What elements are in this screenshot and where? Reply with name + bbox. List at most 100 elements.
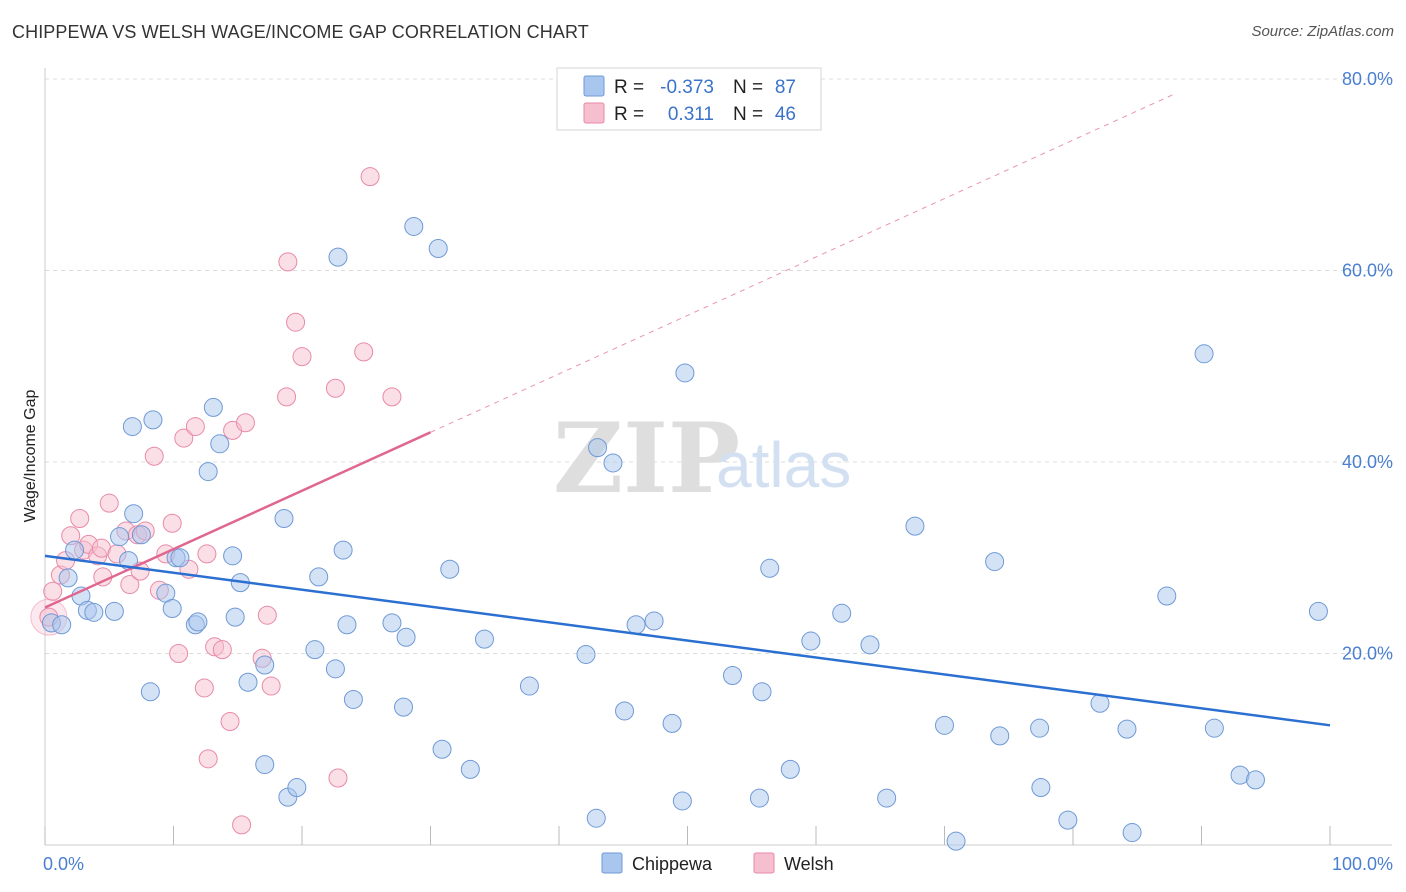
- welsh-point: [212, 640, 232, 660]
- chippewa-trendline: [44, 554, 1331, 727]
- chippewa-point: [588, 438, 608, 458]
- chippewa-point: [188, 612, 208, 632]
- welsh-point: [328, 768, 348, 788]
- legend-r-value-chippewa: -0.373: [660, 77, 714, 98]
- chippewa-point: [58, 568, 78, 588]
- chippewa-point: [946, 831, 966, 851]
- welsh-point: [382, 387, 402, 407]
- chippewa-point: [162, 598, 182, 618]
- chippewa-point: [603, 453, 623, 473]
- chippewa-point: [124, 504, 144, 524]
- chippewa-point: [223, 546, 243, 566]
- chippewa-point: [404, 216, 424, 236]
- chippewa-point: [1157, 586, 1177, 606]
- welsh-point: [261, 676, 281, 696]
- welsh-point: [292, 347, 312, 367]
- chippewa-point: [935, 715, 954, 735]
- chippewa-point: [752, 682, 772, 702]
- chippewa-point: [84, 602, 104, 622]
- chippewa-point: [309, 567, 329, 587]
- top-legend: R = -0.373 N = 87 R = 0.311 N = 46: [556, 67, 822, 131]
- welsh-point: [325, 378, 345, 398]
- welsh-point: [354, 342, 374, 362]
- chippewa-point: [749, 788, 769, 808]
- legend-r-label-chippewa: R =: [614, 77, 644, 98]
- chippewa-point: [1122, 823, 1142, 843]
- chippewa-point: [110, 527, 130, 547]
- chippewa-point: [1194, 344, 1214, 364]
- bottom-legend-swatch-chippewa: [601, 852, 623, 874]
- chippewa-point: [396, 627, 416, 647]
- chippewa-point: [615, 701, 635, 721]
- welsh-point: [232, 815, 252, 835]
- chippewa-point: [985, 552, 1005, 572]
- chippewa-point: [305, 640, 325, 660]
- chippewa-point: [343, 689, 363, 709]
- chippewa-point: [104, 601, 124, 621]
- chippewa-point: [760, 558, 780, 578]
- chippewa-point: [1030, 718, 1050, 738]
- y-tick-label: 80.0%: [1342, 69, 1393, 89]
- chippewa-point: [877, 788, 897, 808]
- chippewa-point: [860, 635, 880, 655]
- welsh-point: [144, 446, 164, 466]
- welsh-point: [278, 252, 298, 272]
- welsh-point: [198, 749, 218, 769]
- chippewa-point: [440, 559, 460, 579]
- chippewa-point: [474, 629, 494, 649]
- welsh-point: [43, 581, 63, 601]
- welsh-point: [197, 544, 217, 564]
- chippewa-point: [131, 525, 151, 545]
- welsh-trendline: [44, 431, 432, 609]
- chippewa-point: [1245, 770, 1265, 790]
- legend-swatch-chippewa: [583, 75, 605, 97]
- welsh-point: [286, 312, 306, 332]
- chippewa-point: [780, 759, 800, 779]
- chippewa-point: [238, 672, 258, 692]
- chippewa-point: [1031, 778, 1051, 798]
- chippewa-point: [905, 516, 925, 536]
- welsh-trend-extension: [430, 92, 1177, 433]
- chippewa-point: [576, 644, 596, 664]
- legend-n-label-chippewa: N =: [733, 77, 763, 98]
- x-tick-label-end: 100.0%: [1332, 854, 1393, 874]
- legend-r-label-welsh: R =: [614, 104, 644, 125]
- chippewa-point: [1204, 718, 1224, 738]
- legend-n-value-chippewa: 87: [775, 77, 796, 98]
- source-label: Source: ZipAtlas.com: [1251, 23, 1394, 40]
- chippewa-point: [586, 808, 606, 828]
- chippewa-point: [1058, 810, 1078, 830]
- chippewa-point: [255, 755, 275, 775]
- chart-title: CHIPPEWA VS WELSH WAGE/INCOME GAP CORREL…: [12, 22, 589, 42]
- chippewa-point: [460, 759, 480, 779]
- chippewa-point: [675, 363, 695, 383]
- welsh-point: [277, 387, 297, 407]
- chippewa-point: [382, 613, 402, 633]
- chippewa-point: [140, 682, 160, 702]
- chippewa-points: [41, 216, 1328, 851]
- chippewa-point: [801, 631, 821, 651]
- x-tick-label-start: 0.0%: [43, 854, 84, 874]
- chippewa-point: [170, 548, 190, 568]
- welsh-point: [257, 605, 277, 625]
- chippewa-point: [644, 611, 664, 631]
- chippewa-point: [225, 607, 245, 627]
- chippewa-point: [394, 697, 414, 717]
- chippewa-point: [990, 726, 1010, 746]
- bottom-legend: Chippewa Welsh: [601, 852, 834, 874]
- watermark: ZIP atlas: [553, 402, 851, 515]
- chippewa-point: [52, 615, 72, 635]
- legend-n-label-welsh: N =: [733, 104, 763, 125]
- chippewa-point: [65, 540, 85, 560]
- welsh-point: [169, 644, 189, 663]
- trend-layer: [44, 92, 1331, 727]
- welsh-point: [220, 711, 240, 731]
- welsh-point: [99, 493, 119, 513]
- legend-swatch-welsh: [583, 102, 605, 124]
- chippewa-point: [428, 238, 448, 258]
- chippewa-point: [432, 739, 452, 759]
- chippewa-point: [672, 791, 692, 811]
- chippewa-point: [832, 603, 852, 623]
- chippewa-point: [662, 713, 682, 733]
- y-tick-label: 40.0%: [1342, 452, 1393, 472]
